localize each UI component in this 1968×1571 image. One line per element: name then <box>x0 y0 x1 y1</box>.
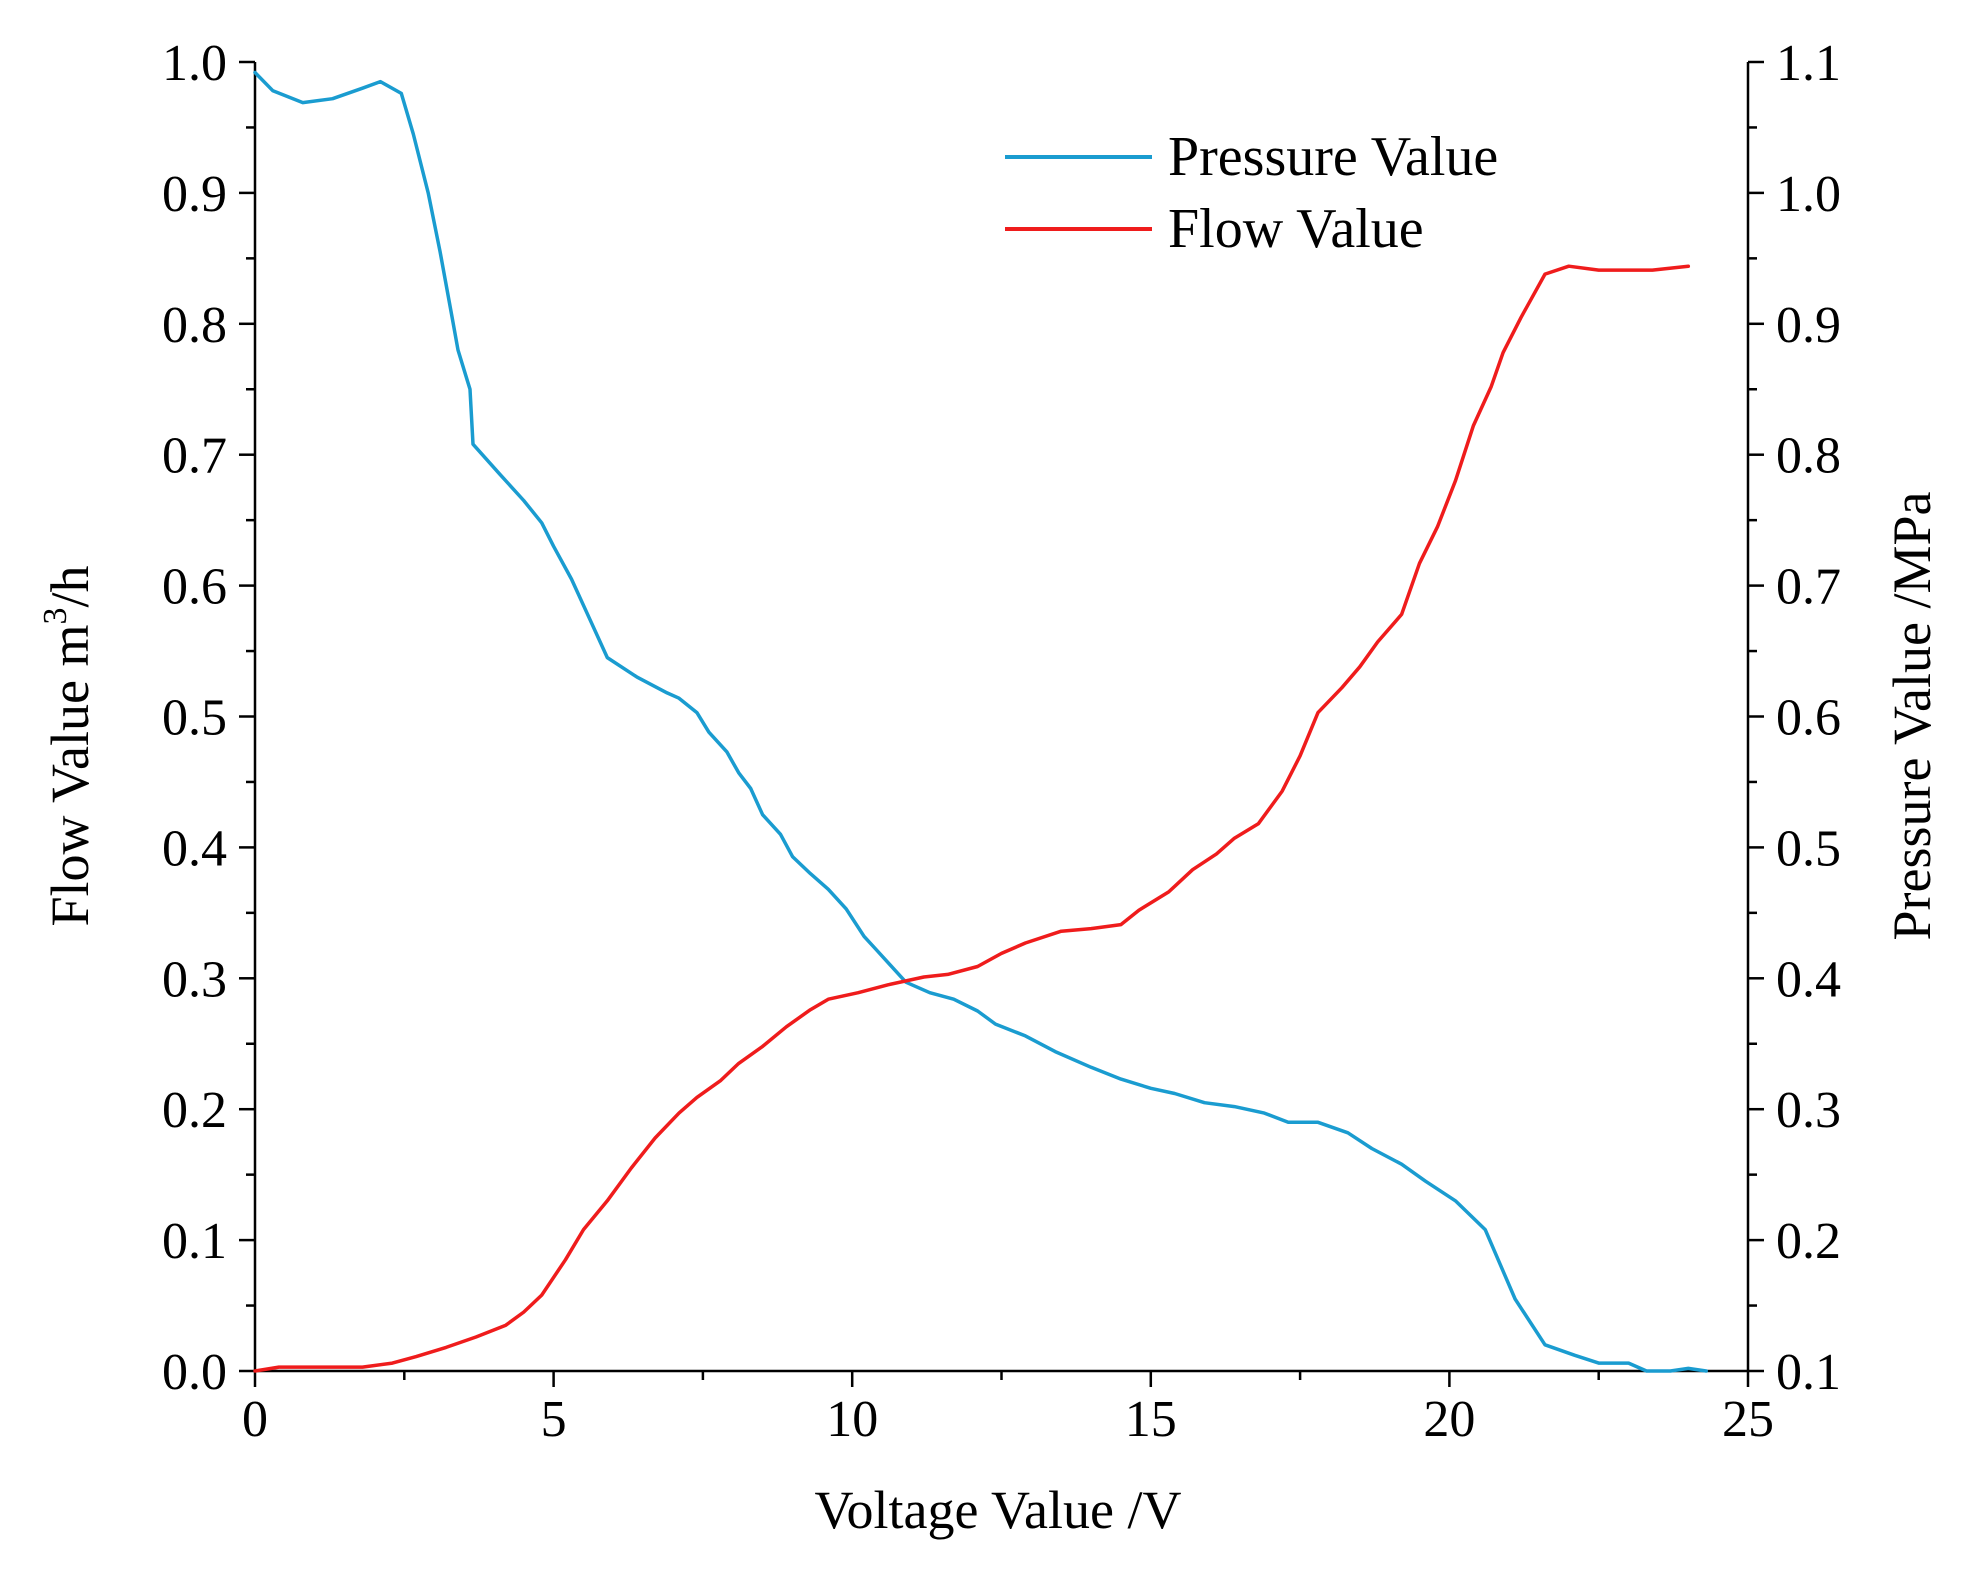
y-left-tick-label: 0.3 <box>162 951 227 1008</box>
y-right-tick-label: 0.6 <box>1776 690 1841 747</box>
y-left-tick-label: 0.1 <box>162 1213 227 1270</box>
y-left-tick-label: 0.2 <box>162 1082 227 1139</box>
x-tick-label: 0 <box>242 1391 268 1448</box>
series-line-pressure-value <box>253 70 1708 1373</box>
y-left-tick-label: 0.8 <box>162 297 227 354</box>
x-tick-label: 25 <box>1722 1391 1774 1448</box>
y-right-tick-label: 0.2 <box>1776 1213 1841 1270</box>
x-tick-label: 10 <box>826 1391 878 1448</box>
y-left-tick-label: 0.7 <box>162 428 227 485</box>
y-right-tick-label: 0.5 <box>1776 820 1841 877</box>
x-tick-label: 15 <box>1125 1391 1177 1448</box>
x-axis-title: Voltage Value /V <box>815 1480 1182 1540</box>
y-left-tick-label: 0.0 <box>162 1344 227 1401</box>
series-line-flow-value <box>253 264 1691 1373</box>
y-left-tick-label: 0.5 <box>162 690 227 747</box>
y-right-tick-label: 0.4 <box>1776 951 1841 1008</box>
y-left-tick-label: 1.0 <box>162 35 227 92</box>
y-right-tick-label: 0.9 <box>1776 297 1841 354</box>
y-left-tick-label: 0.9 <box>162 166 227 223</box>
legend: Pressure Value Flow Value <box>1005 126 1498 260</box>
y-right-tick-label: 1.0 <box>1776 166 1841 223</box>
y-right-tick-label: 0.1 <box>1776 1344 1841 1401</box>
y-right-axis-title: Pressure Value /MPa <box>1882 491 1942 940</box>
y-left-axis-title-tail: /h <box>40 565 100 607</box>
legend-label-flow: Flow Value <box>1168 198 1424 260</box>
x-tick-label: 5 <box>541 1391 567 1448</box>
axes-layer: 0 5 10 15 20 25 0.0 0.1 0.2 0.3 0.4 0.5 0.6 0.7 0.8 0.9… <box>162 35 1841 1448</box>
y-left-tick-label: 0.4 <box>162 820 227 877</box>
x-tick-label: 20 <box>1423 1391 1475 1448</box>
y-left-tick-label: 0.6 <box>162 559 227 616</box>
y-right-tick-label: 0.8 <box>1776 428 1841 485</box>
series-layer <box>253 70 1708 1373</box>
y-right-tick-label: 0.3 <box>1776 1082 1841 1139</box>
y-right-tick-label: 0.7 <box>1776 559 1841 616</box>
y-right-tick-label: 1.1 <box>1776 35 1841 92</box>
y-left-axis-title-sup: 3 <box>37 608 74 625</box>
y-left-axis-title-main: Flow Value m <box>40 625 100 927</box>
y-left-axis-title: Flow Value m3/h <box>37 565 100 926</box>
legend-label-pressure: Pressure Value <box>1168 126 1498 188</box>
